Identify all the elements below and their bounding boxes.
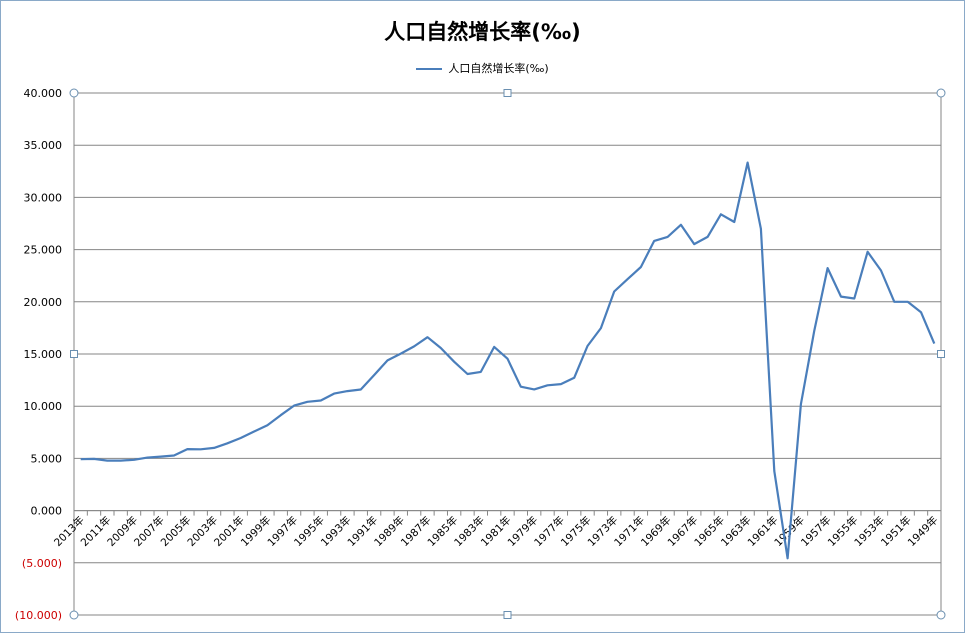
resize-handle-side[interactable]	[937, 350, 945, 358]
y-tick-label: 10.000	[24, 400, 63, 413]
y-tick-label: 20.000	[24, 296, 63, 309]
resize-handle-corner[interactable]	[69, 610, 79, 620]
resize-handle-corner[interactable]	[936, 610, 946, 620]
resize-handle-side[interactable]	[70, 350, 78, 358]
resize-handle-corner[interactable]	[69, 88, 79, 98]
legend-line-swatch	[416, 68, 443, 70]
resize-handle-side[interactable]	[503, 611, 512, 619]
legend: 人口自然增长率(‰)	[0, 60, 965, 76]
resize-handle-side[interactable]	[503, 89, 512, 97]
y-tick-label: 30.000	[24, 191, 63, 204]
y-tick-label: 25.000	[24, 244, 63, 257]
x-tick-label: 1949年	[905, 514, 941, 550]
series-line[interactable]	[80, 161, 936, 560]
chart-title: 人口自然增长率(‰)	[384, 20, 581, 44]
legend-label: 人口自然增长率(‰)	[448, 62, 549, 75]
y-tick-label: (10.000)	[15, 609, 62, 622]
y-tick-label: 5.000	[31, 452, 63, 465]
y-tick-label: (5.000)	[22, 557, 62, 570]
y-tick-label: 35.000	[24, 139, 63, 152]
y-tick-label: 15.000	[24, 348, 63, 361]
y-tick-label: 0.000	[31, 505, 63, 518]
resize-handle-corner[interactable]	[936, 88, 946, 98]
y-tick-label: 40.000	[24, 87, 63, 100]
